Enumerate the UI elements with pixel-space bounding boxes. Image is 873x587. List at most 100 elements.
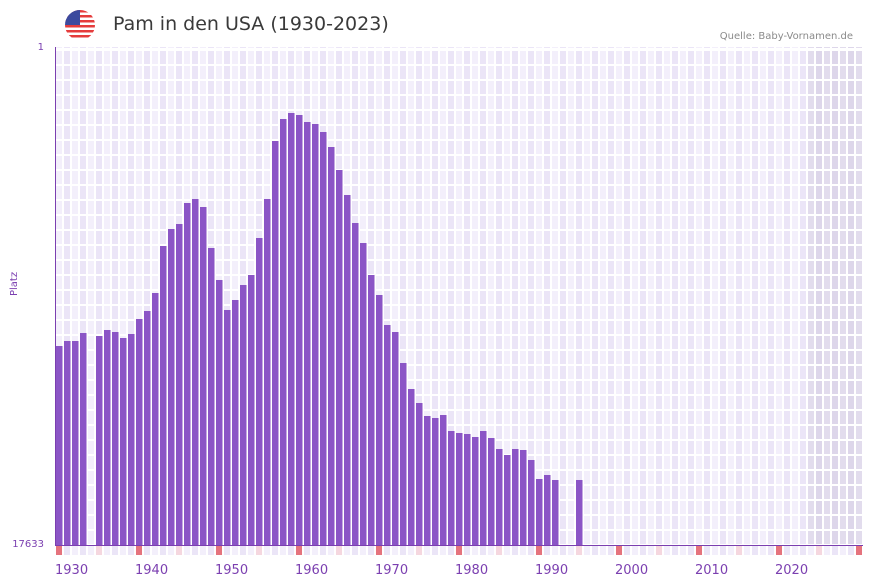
year-marker (696, 546, 702, 555)
year-marker (400, 546, 406, 555)
bar-1939 (128, 334, 135, 545)
year-marker (240, 546, 246, 555)
bar-1952 (232, 300, 239, 545)
bar-1963 (320, 132, 327, 545)
year-marker (712, 546, 718, 555)
year-marker (488, 546, 494, 555)
bar-1953 (240, 285, 247, 545)
year-marker (360, 546, 366, 555)
bar-1948 (200, 207, 207, 545)
year-marker (368, 546, 374, 555)
year-marker (832, 546, 838, 555)
year-marker (160, 546, 166, 555)
source-label: Quelle: Baby-Vornamen.de (719, 31, 853, 42)
bar-1935 (96, 336, 103, 545)
x-tick-2010: 2010 (695, 563, 729, 578)
year-marker (856, 546, 862, 555)
year-marker (256, 546, 262, 555)
year-marker (168, 546, 174, 555)
year-marker (352, 546, 358, 555)
bar-1943 (160, 246, 167, 545)
bar-1977 (432, 418, 439, 545)
year-marker (552, 546, 558, 555)
bar-1969 (368, 275, 375, 545)
year-marker (448, 546, 454, 555)
bar-1970 (376, 295, 383, 545)
bar-1995 (576, 480, 583, 545)
bar-1959 (288, 113, 295, 545)
year-marker (544, 546, 550, 555)
year-marker (784, 546, 790, 555)
year-marker (576, 546, 582, 555)
year-marker (64, 546, 70, 555)
bar-1931 (64, 341, 71, 545)
year-marker (720, 546, 726, 555)
x-tick-1950: 1950 (215, 563, 249, 578)
bar-1986 (504, 455, 511, 545)
y-axis-line (55, 47, 56, 546)
year-marker (792, 546, 798, 555)
bar-1989 (528, 460, 535, 545)
year-marker (376, 546, 382, 555)
year-marker (744, 546, 750, 555)
year-marker (72, 546, 78, 555)
bar-1944 (168, 229, 175, 545)
year-marker (192, 546, 198, 555)
year-marker (408, 546, 414, 555)
year-marker (120, 546, 126, 555)
bar-1940 (136, 319, 143, 545)
year-marker (688, 546, 694, 555)
year-marker (144, 546, 150, 555)
bar-1961 (304, 122, 311, 545)
year-marker (496, 546, 502, 555)
x-tick-2020: 2020 (775, 563, 809, 578)
y-tick-bottom: 17633 (12, 539, 44, 550)
bar-1950 (216, 280, 223, 545)
x-tick-2000: 2000 (615, 563, 649, 578)
year-marker (824, 546, 830, 555)
year-marker (272, 546, 278, 555)
year-marker (632, 546, 638, 555)
year-marker (264, 546, 270, 555)
bar-1932 (72, 341, 79, 545)
year-marker (280, 546, 286, 555)
bar-1971 (384, 325, 391, 545)
year-marker (312, 546, 318, 555)
year-marker (424, 546, 430, 555)
bar-1982 (472, 437, 479, 545)
year-marker (456, 546, 462, 555)
year-marker (176, 546, 182, 555)
year-marker (656, 546, 662, 555)
year-marker (248, 546, 254, 555)
year-marker (520, 546, 526, 555)
year-marker (600, 546, 606, 555)
bar-1988 (520, 450, 527, 545)
year-marker (464, 546, 470, 555)
year-marker (88, 546, 94, 555)
bar-1984 (488, 438, 495, 545)
year-marker (840, 546, 846, 555)
bar-1942 (152, 293, 159, 545)
bar-1951 (224, 310, 231, 545)
year-marker (208, 546, 214, 555)
year-marker (512, 546, 518, 555)
year-marker (592, 546, 598, 555)
bar-1957 (272, 141, 279, 545)
year-marker (584, 546, 590, 555)
year-marker (768, 546, 774, 555)
x-tick-1940: 1940 (135, 563, 169, 578)
chart-plot-area (56, 47, 862, 555)
year-marker (528, 546, 534, 555)
bar-1946 (184, 203, 191, 545)
chart-title: Pam in den USA (1930-2023) (113, 13, 389, 35)
bar-1965 (336, 170, 343, 545)
bar-1966 (344, 195, 351, 545)
bar-1955 (256, 238, 263, 545)
bar-1945 (176, 224, 183, 545)
year-marker (672, 546, 678, 555)
year-marker (184, 546, 190, 555)
year-marker (216, 546, 222, 555)
bar-1938 (120, 338, 127, 545)
bar-1975 (416, 403, 423, 545)
year-marker (344, 546, 350, 555)
